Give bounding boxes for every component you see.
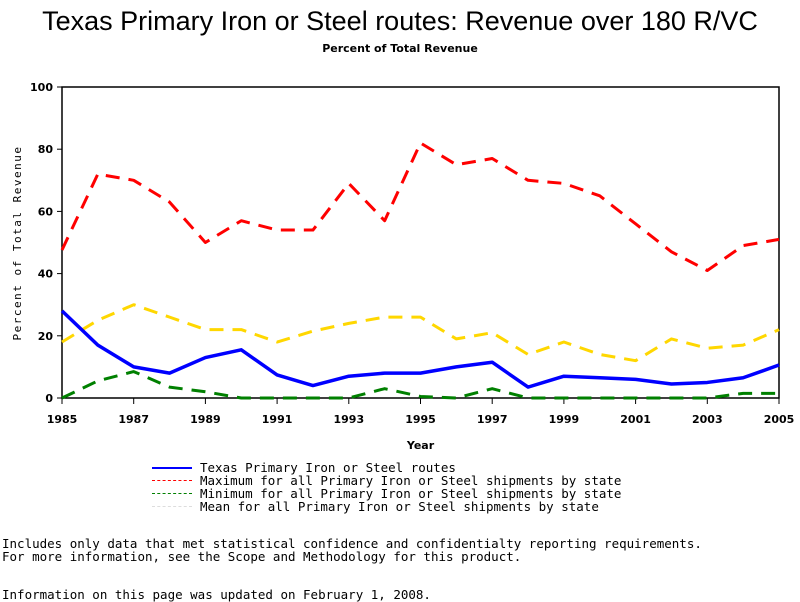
note-line-2: For more information, see the Scope and … (2, 549, 521, 564)
series-line-1 (62, 143, 779, 271)
legend-swatch (152, 480, 192, 481)
legend-label: Mean for all Primary Iron or Steel shipm… (200, 499, 599, 514)
y-tick-label: 0 (45, 392, 53, 405)
x-tick-label: 2003 (692, 413, 723, 426)
x-tick-label: 1991 (262, 413, 293, 426)
x-tick-label: 1999 (549, 413, 580, 426)
series-line-3 (62, 305, 779, 361)
plot-frame (62, 87, 779, 398)
x-tick-label: 1997 (477, 413, 508, 426)
legend-swatch (152, 506, 192, 507)
x-tick-label: 1985 (47, 413, 78, 426)
y-axis-label: Percent of Total Revenue (11, 146, 24, 341)
x-tick-label: 1993 (333, 413, 364, 426)
legend-swatch (152, 467, 192, 469)
x-tick-label: 2001 (620, 413, 651, 426)
x-tick-label: 1995 (405, 413, 436, 426)
y-tick-label: 80 (38, 143, 54, 156)
x-axis-label: Year (406, 439, 435, 452)
y-tick-label: 100 (30, 81, 53, 94)
x-tick-label: 2005 (764, 413, 795, 426)
x-tick-label: 1989 (190, 413, 221, 426)
y-tick-label: 20 (38, 330, 54, 343)
legend-item: Mean for all Primary Iron or Steel shipm… (152, 500, 621, 513)
series-line-0 (62, 311, 779, 387)
y-tick-label: 60 (38, 205, 54, 218)
y-tick-label: 40 (38, 268, 54, 281)
x-tick-label: 1987 (118, 413, 149, 426)
legend-swatch (152, 493, 192, 494)
